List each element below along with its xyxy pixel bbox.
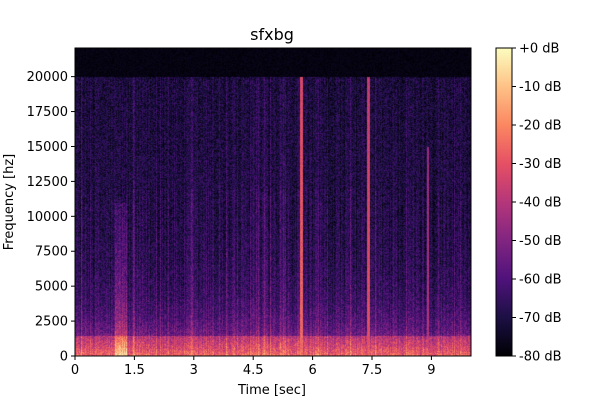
y-tick-label: 5000 [35,280,68,295]
x-tick-label: 3 [190,363,198,378]
y-tick-label: 10000 [27,210,68,225]
colorbar-tick-label: -40 dB [519,196,562,211]
y-tick-label: 15000 [27,140,68,155]
colorbar: +0 dB -10 dB -20 dB -30 dB -40 dB -50 dB -60 d… [495,42,562,365]
colorbar-tick-label: -60 dB [519,273,562,288]
spectrogram-heatmap [75,48,471,356]
chart-title: sfxbg [250,25,294,44]
colorbar-tick-label: -30 dB [519,157,562,172]
colorbar-tick-label: -50 dB [519,234,562,249]
y-axis-ticks: 0 2500 5000 7500 10000 12500 15000 17500 20000 [27,70,75,365]
colorbar-fill [496,48,512,356]
x-tick-label: 1.5 [124,363,145,378]
y-tick-label: 0 [60,350,68,365]
colorbar-tick-label: +0 dB [519,42,559,57]
x-tick-label: 6 [308,363,316,378]
x-axis-ticks: 0 1.5 3 4.5 6 7.5 9 [71,356,436,378]
y-tick-label: 12500 [27,175,68,190]
x-tick-label: 7.5 [362,363,383,378]
x-tick-label: 0 [71,363,79,378]
colorbar-tick-label: -20 dB [519,119,562,134]
plot-frame [74,47,472,357]
x-tick-label: 4.5 [243,363,264,378]
x-axis-label: Time [sec] [237,383,306,398]
y-tick-label: 20000 [27,70,68,85]
colorbar-ticks: +0 dB -10 dB -20 dB -30 dB -40 dB -50 dB -60 d… [512,42,562,365]
x-tick-label: 9 [427,363,435,378]
y-tick-label: 17500 [27,105,68,120]
colorbar-tick-label: -80 dB [519,350,562,365]
y-tick-label: 7500 [35,245,68,260]
plot-area [74,47,472,357]
colorbar-tick-label: -10 dB [519,80,562,95]
y-tick-label: 2500 [35,315,68,330]
y-axis-label: Frequency [hz] [2,154,17,251]
colorbar-tick-label: -70 dB [519,311,562,326]
